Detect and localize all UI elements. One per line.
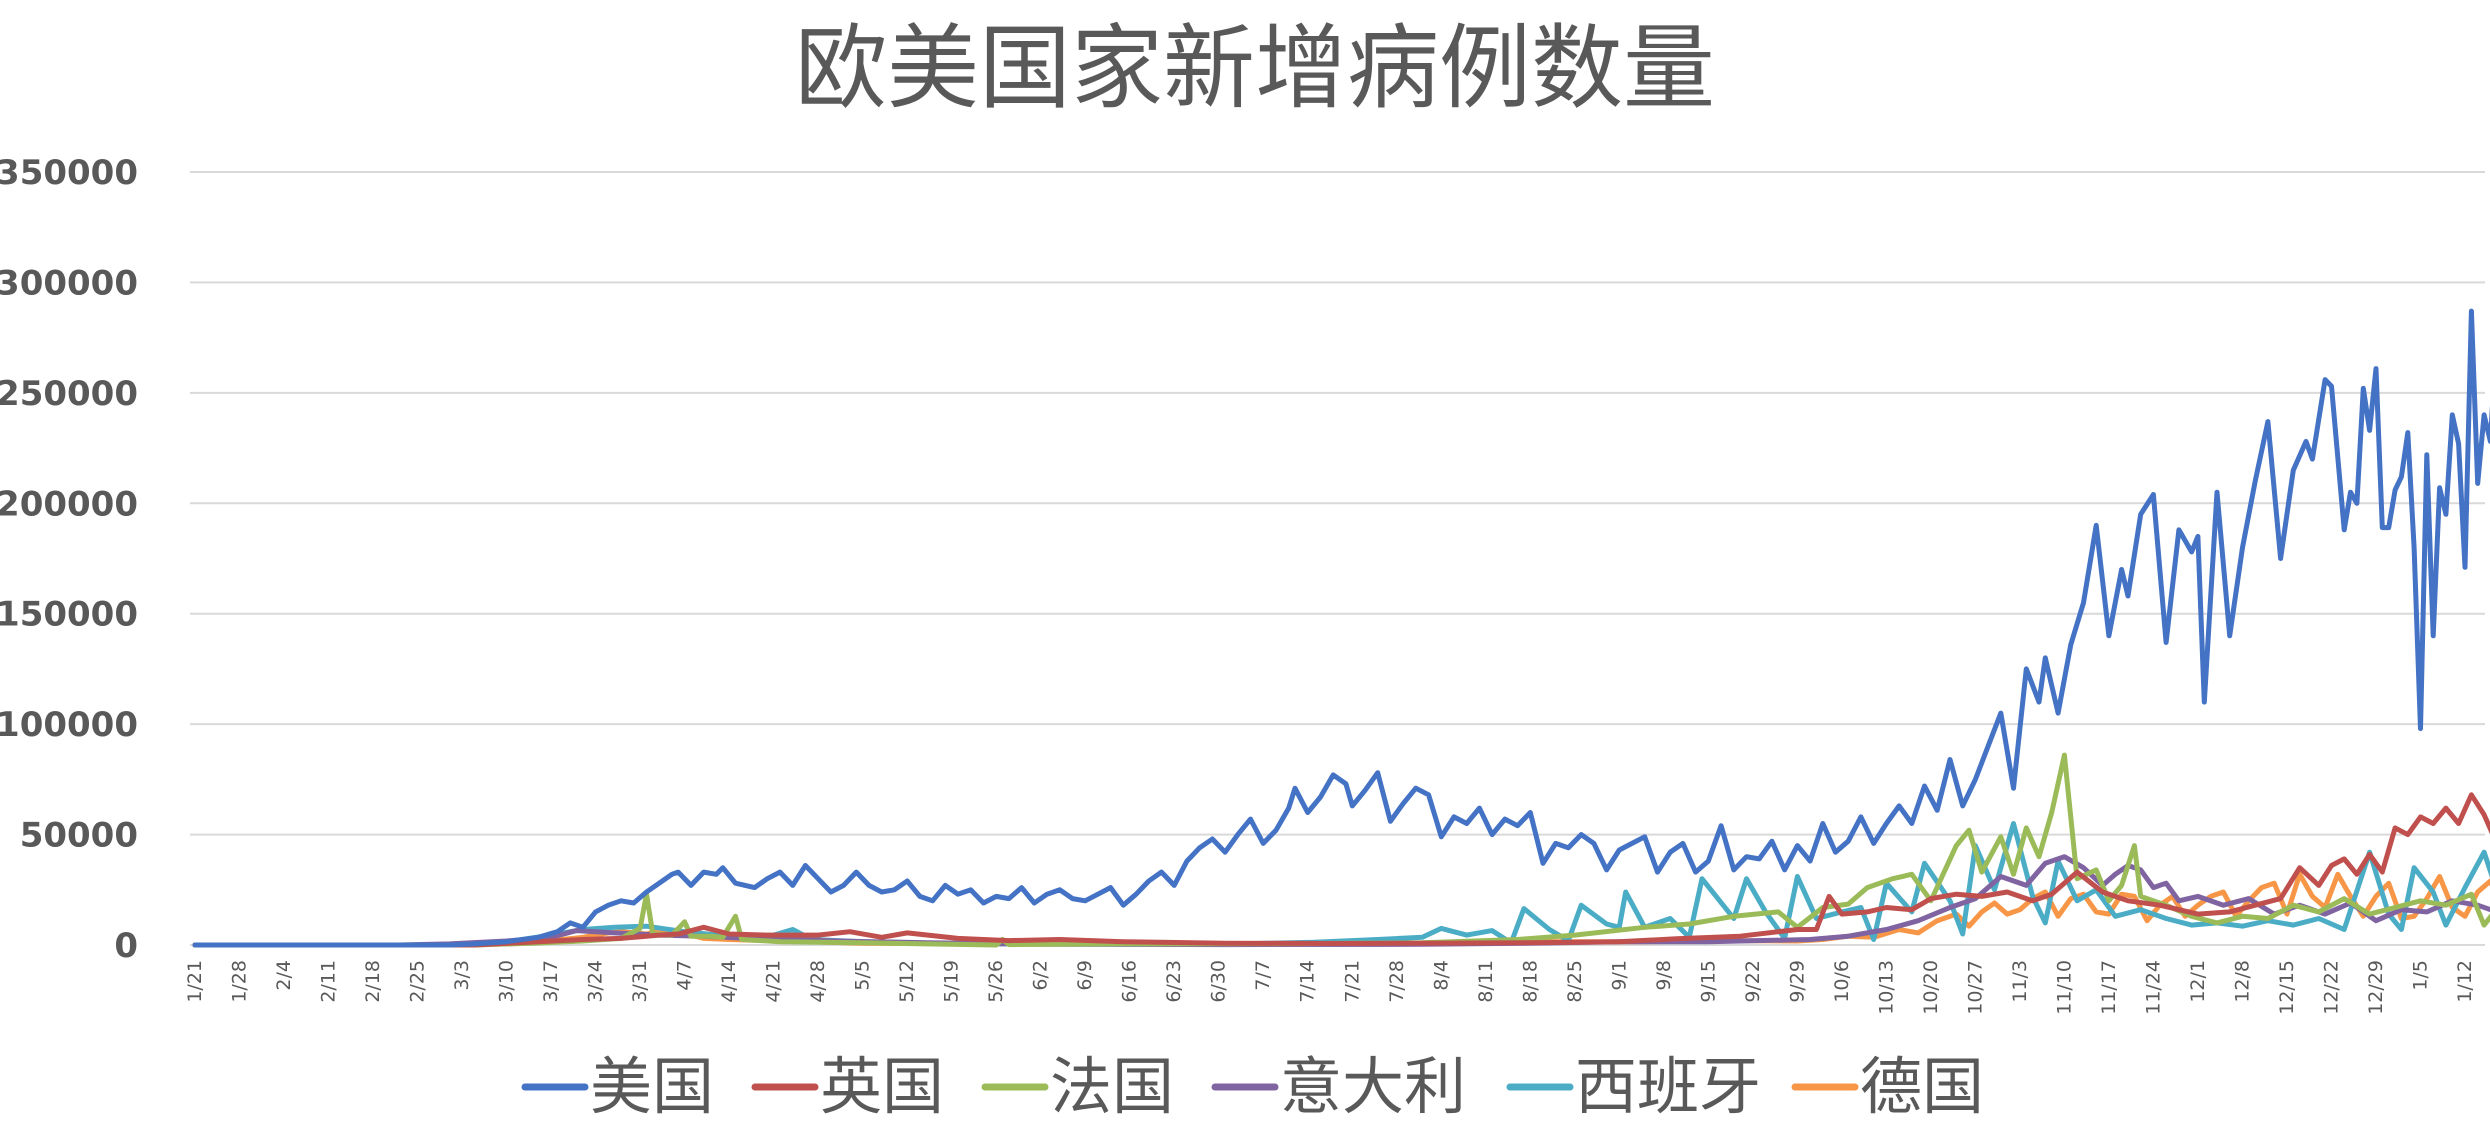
x-axis-tick-labels: 1/21 1/28 2/4 2/11 2/18 2/25 3/3 3/10 3/17 3/24 3/…	[184, 960, 2476, 1015]
y-tick-label: 250000	[0, 374, 138, 414]
x-tick-label: 4/14	[718, 960, 740, 1003]
x-tick-label: 6/2	[1030, 960, 1052, 991]
legend-label: 法国	[1050, 1050, 1174, 1123]
x-tick-label: 11/10	[2053, 960, 2075, 1015]
x-tick-label: 1/5	[2409, 960, 2431, 991]
x-tick-label: 1/28	[229, 960, 251, 1003]
x-tick-label: 2/18	[362, 960, 384, 1003]
series-line-英国	[192, 792, 2490, 948]
x-tick-label: 6/23	[1163, 960, 1185, 1003]
x-tick-label: 5/26	[985, 960, 1007, 1003]
x-tick-label: 6/30	[1208, 960, 1230, 1003]
x-tick-label: 5/12	[896, 960, 918, 1003]
x-tick-label: 4/28	[807, 960, 829, 1003]
x-tick-label: 9/15	[1697, 960, 1719, 1003]
x-tick-label: 11/3	[2009, 960, 2031, 1003]
y-tick-label: 300000	[0, 263, 138, 303]
x-tick-label: 8/25	[1564, 960, 1586, 1003]
legend-label: 意大利	[1280, 1050, 1466, 1123]
x-tick-label: 3/24	[585, 960, 607, 1003]
y-axis-tick-labels: 0 50000 100000 150000 200000 250000 300000 3500…	[0, 153, 138, 966]
x-tick-label: 10/6	[1831, 960, 1853, 1003]
x-tick-label: 12/8	[2231, 960, 2253, 1003]
x-tick-label: 8/18	[1519, 960, 1541, 1003]
y-tick-label: 50000	[20, 816, 138, 856]
x-tick-label: 6/9	[1074, 960, 1096, 991]
x-tick-label: 3/3	[451, 960, 473, 991]
x-tick-label: 12/22	[2320, 960, 2342, 1015]
x-tick-label: 5/5	[852, 960, 874, 991]
x-tick-label: 5/19	[941, 960, 963, 1003]
x-tick-label: 10/13	[1875, 960, 1897, 1015]
x-tick-label: 9/8	[1653, 960, 1675, 991]
x-tick-label: 3/10	[496, 960, 518, 1003]
x-tick-label: 11/17	[2098, 960, 2120, 1015]
x-tick-label: 9/1	[1608, 960, 1630, 991]
x-tick-label: 4/21	[763, 960, 785, 1003]
x-tick-label: 4/7	[674, 960, 696, 991]
legend: 美国 英国 法国 意大利 西班牙 德国	[521, 1050, 1984, 1123]
chart-title: 欧美国家新增病例数量	[795, 15, 1715, 122]
legend-label: 西班牙	[1575, 1050, 1761, 1123]
x-tick-label: 10/27	[1964, 960, 1986, 1015]
x-tick-label: 2/11	[318, 960, 340, 1003]
x-tick-label: 7/28	[1386, 960, 1408, 1003]
y-tick-label: 200000	[0, 484, 138, 524]
x-tick-label: 2/25	[407, 960, 429, 1003]
x-tick-label: 7/14	[1297, 960, 1319, 1003]
gridlines	[190, 171, 2485, 946]
legend-label: 美国	[590, 1050, 714, 1123]
x-tick-label: 1/12	[2454, 960, 2476, 1003]
x-tick-label: 10/20	[1920, 960, 1942, 1015]
x-tick-label: 9/22	[1742, 960, 1764, 1003]
y-tick-label: 0	[114, 926, 138, 966]
x-tick-label: 12/15	[2276, 960, 2298, 1015]
y-tick-label: 350000	[0, 153, 138, 193]
x-tick-label: 8/11	[1475, 960, 1497, 1003]
y-tick-label: 150000	[0, 595, 138, 635]
x-tick-label: 3/17	[540, 960, 562, 1003]
x-tick-label: 6/16	[1119, 960, 1141, 1003]
x-tick-label: 9/29	[1786, 960, 1808, 1003]
series-line-美国	[192, 308, 2490, 948]
series-line-法国	[192, 752, 2490, 948]
legend-label: 德国	[1860, 1050, 1984, 1123]
y-tick-label: 100000	[0, 705, 138, 745]
x-tick-label: 7/21	[1341, 960, 1363, 1003]
x-tick-label: 7/7	[1252, 960, 1274, 991]
x-tick-label: 8/4	[1430, 960, 1452, 991]
x-tick-label: 12/29	[2365, 960, 2387, 1015]
series-line-意大利	[192, 854, 2490, 948]
x-tick-label: 12/1	[2187, 960, 2209, 1003]
x-tick-label: 11/24	[2142, 960, 2164, 1015]
x-tick-label: 1/21	[184, 960, 206, 1003]
x-tick-label: 2/4	[273, 960, 295, 991]
series-lines	[192, 308, 2490, 948]
legend-label: 英国	[820, 1050, 944, 1123]
x-tick-label: 3/31	[629, 960, 651, 1003]
